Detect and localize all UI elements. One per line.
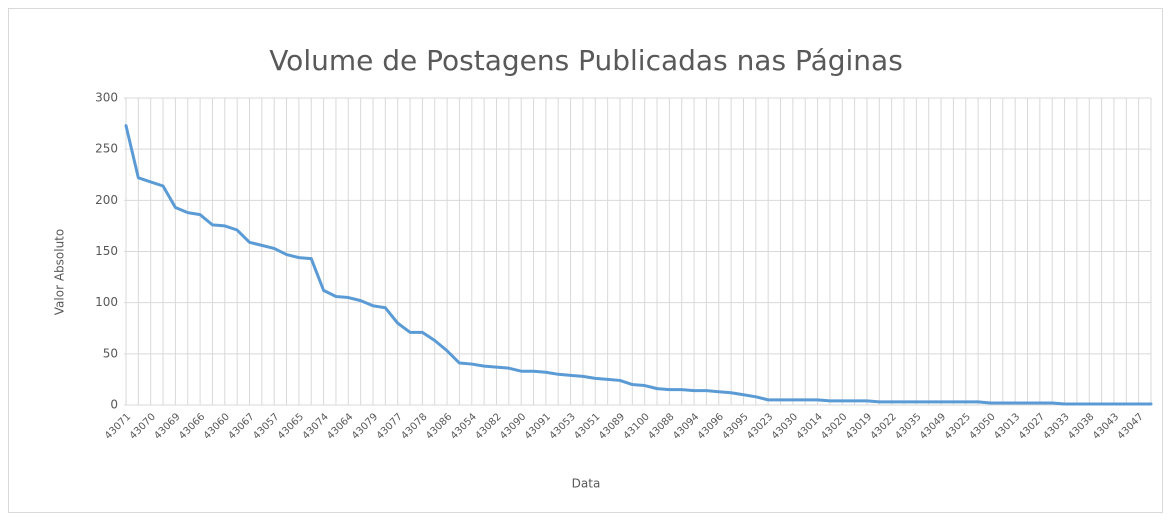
y-tick-label: 200 (95, 193, 118, 207)
y-tick-label: 250 (95, 142, 118, 156)
y-tick-label: 100 (95, 295, 118, 309)
y-tick-label: 50 (103, 346, 118, 360)
chart-frame (8, 8, 1163, 513)
y-tick-label: 0 (110, 398, 118, 412)
x-axis-label: Data (572, 477, 601, 491)
chart-title: Volume de Postagens Publicadas nas Págin… (269, 44, 903, 77)
y-tick-label: 150 (95, 244, 118, 258)
y-tick-label: 300 (95, 91, 118, 105)
line (124, 124, 1153, 406)
y-axis-label: Valor Absoluto (53, 229, 67, 315)
